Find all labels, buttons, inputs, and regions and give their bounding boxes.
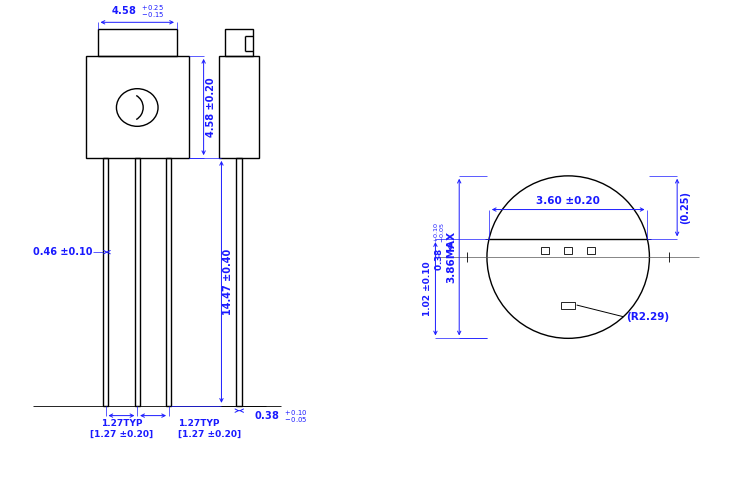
Text: 0.46 ±0.10: 0.46 ±0.10 [33,247,93,257]
Text: 0.38  $^{+0.10}_{-0.05}$: 0.38 $^{+0.10}_{-0.05}$ [254,408,308,425]
Bar [103,158,108,406]
Bar [220,56,259,158]
Bar [135,158,140,406]
Text: 1.27TYP: 1.27TYP [100,419,142,428]
Text: (R2.29): (R2.29) [626,312,669,322]
Bar [86,56,189,158]
Bar [561,301,575,309]
Bar [98,29,177,56]
Text: 1.27TYP: 1.27TYP [178,419,219,428]
Text: [1.27 ±0.20]: [1.27 ±0.20] [90,430,153,438]
Bar [564,247,572,254]
Bar [542,247,549,254]
Bar [226,29,254,56]
Text: 3.60 ±0.20: 3.60 ±0.20 [536,195,600,205]
Text: 14.47 ±0.40: 14.47 ±0.40 [224,249,233,315]
Text: [1.27 ±0.20]: [1.27 ±0.20] [178,430,241,438]
Text: 0.38  $^{+0.10}_{-0.05}$: 0.38 $^{+0.10}_{-0.05}$ [433,222,447,271]
Bar [587,247,595,254]
Text: 4.58  $^{+0.25}_{-0.15}$: 4.58 $^{+0.25}_{-0.15}$ [110,3,164,20]
Text: 4.58 ±0.20: 4.58 ±0.20 [206,77,215,137]
Text: 1.02 ±0.10: 1.02 ±0.10 [424,262,433,316]
Bar [236,158,242,406]
Text: (0.25): (0.25) [680,191,690,224]
Bar [166,158,172,406]
Text: 3.86MAX: 3.86MAX [446,231,456,283]
